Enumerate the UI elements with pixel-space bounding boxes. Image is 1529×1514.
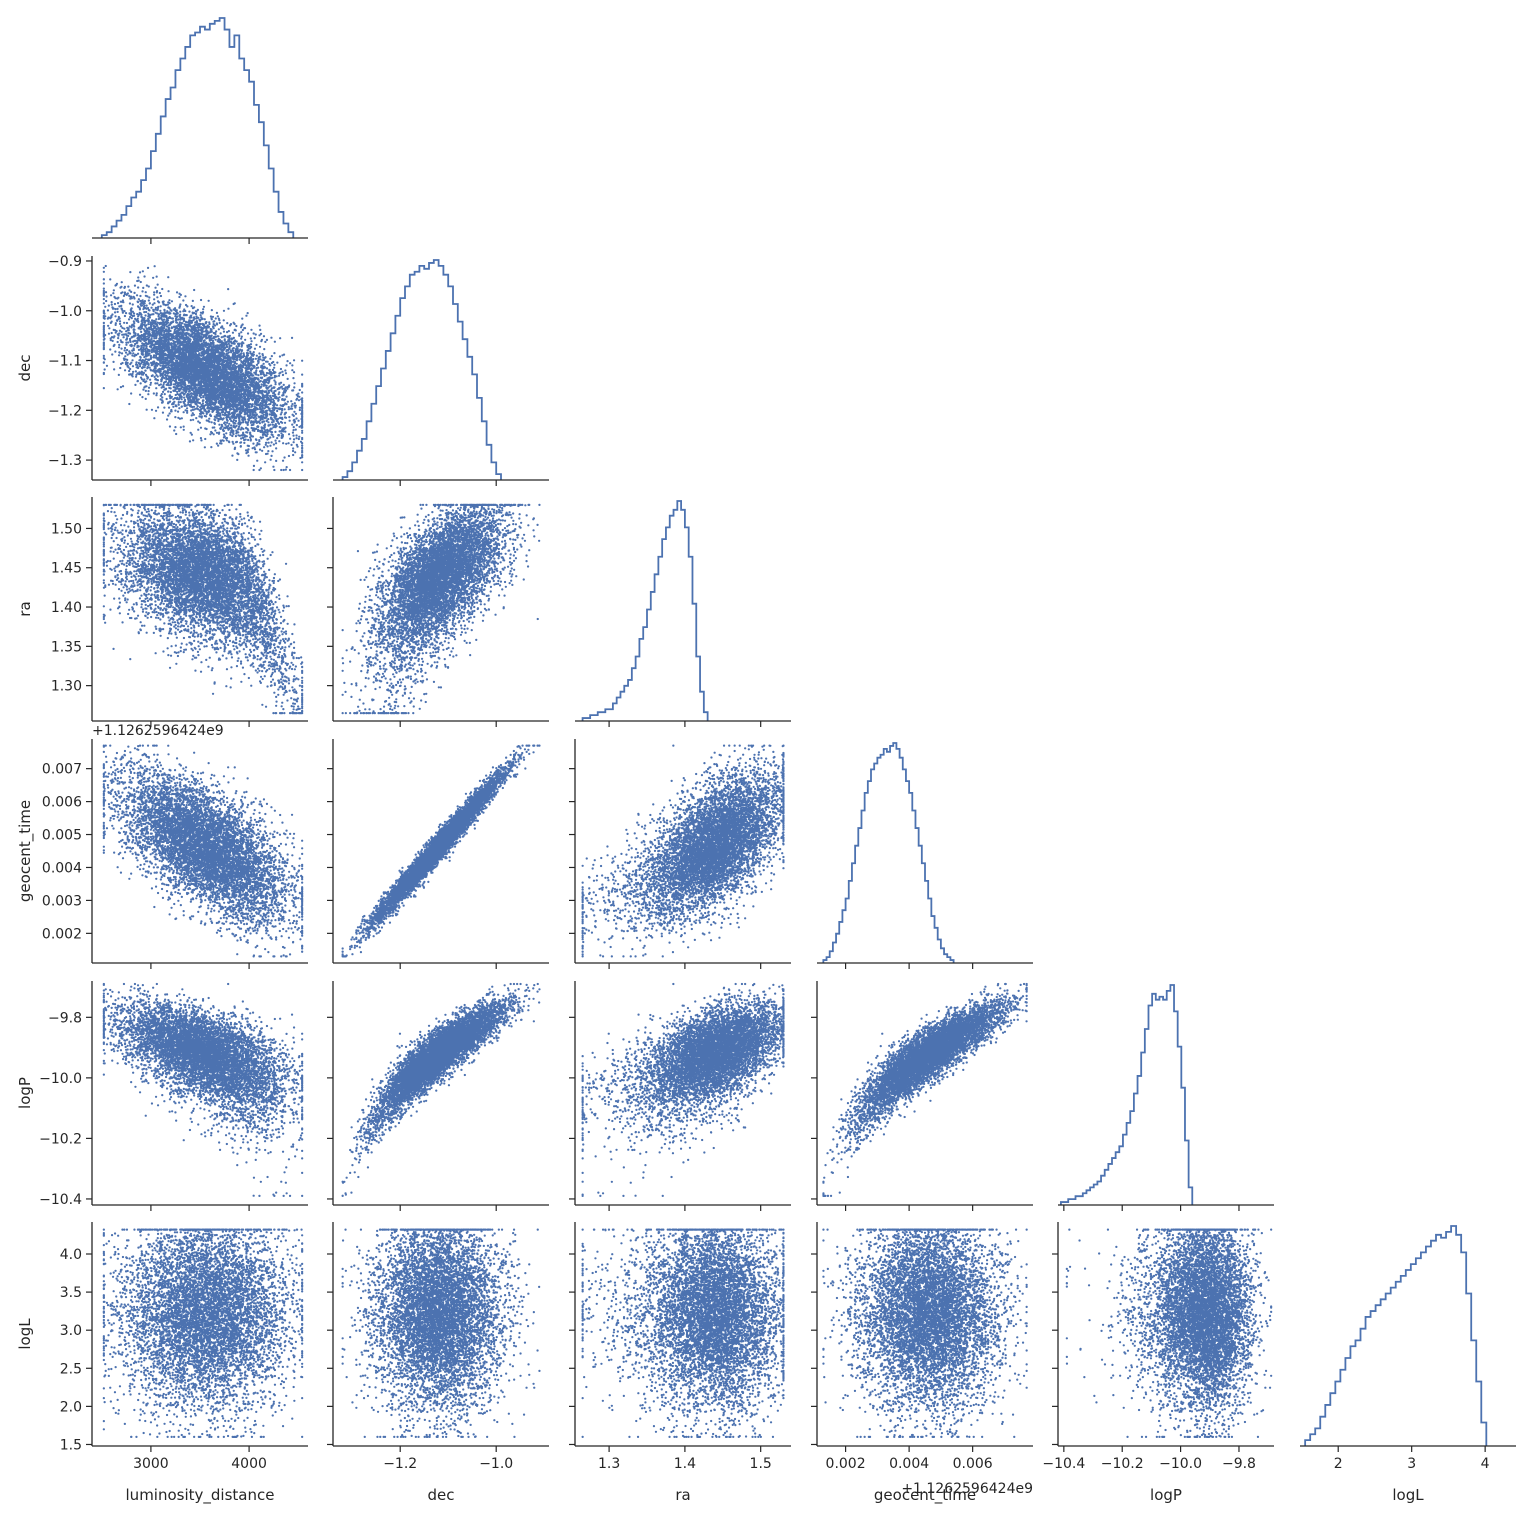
y-tick-label: 0.003 [42, 893, 82, 909]
scatter-points [341, 982, 541, 1197]
panel-logP-vs-dec [327, 981, 549, 1211]
scatter-points [822, 982, 1028, 1197]
panel-logP-vs-logP [1058, 984, 1274, 1211]
x-axis-label-logL: logL [1392, 1486, 1424, 1504]
scatter-points [102, 264, 304, 472]
x-tick-label: 3000 [133, 1456, 169, 1472]
x-tick-label: −10.2 [1101, 1456, 1144, 1472]
y-tick-label: −9.8 [48, 1010, 82, 1026]
panel-logL-vs-luminosity_distance: 3000 4000 1.5 2.0 2.5 3.0 3.5 4.0 [60, 1222, 308, 1472]
x-tick-label: 1.3 [598, 1456, 620, 1472]
y-tick-label: 1.30 [51, 679, 82, 695]
x-tick-label: 4 [1481, 1456, 1490, 1472]
panel-logL-vs-dec: −1.2 −1.0 [327, 1222, 549, 1472]
scatter-points [581, 744, 785, 958]
scatter-points [102, 982, 304, 1197]
panel-geocent_time-vs-geocent_time [817, 742, 1033, 969]
x-axis-label-geocent_time: geocent_time [874, 1486, 976, 1505]
x-tick-label: 3 [1407, 1456, 1416, 1472]
y-axis-label-logL: logL [16, 1318, 34, 1350]
panel-ra-vs-luminosity_distance: 1.30 1.35 1.40 1.45 1.50 [51, 497, 308, 727]
y-tick-label: 0.002 [42, 926, 82, 942]
x-axis-label-ra: ra [675, 1486, 690, 1504]
histogram-dec [341, 259, 502, 480]
panel-ra-vs-ra [575, 500, 791, 727]
panel-logP-vs-luminosity_distance: −10.4 −10.2 −10.0 −9.8 [39, 981, 308, 1211]
y-tick-label: 1.45 [51, 561, 82, 577]
histogram-logL [1304, 1225, 1488, 1446]
panel-logP-vs-ra [569, 981, 791, 1211]
x-tick-label: −1.0 [479, 1456, 513, 1472]
y-tick-label: −1.2 [48, 403, 82, 419]
y-tick-label: 3.5 [60, 1285, 82, 1301]
x-tick-label: −10.0 [1159, 1456, 1202, 1472]
y-tick-label: 1.35 [51, 639, 82, 655]
panel-dec-vs-dec [333, 259, 549, 486]
x-tick-label: 0.004 [889, 1456, 929, 1472]
x-tick-label: 4000 [231, 1456, 267, 1472]
x-tick-label: 2 [1334, 1456, 1343, 1472]
panel-logP-vs-geocent_time [811, 981, 1033, 1211]
panel-logL-vs-logP: −10.4 −10.2 −10.0 −9.8 [1042, 1222, 1274, 1472]
y-offset-text: +1.1262596424e9 [92, 723, 224, 739]
panel-geocent_time-vs-dec [327, 739, 549, 969]
panel-logL-vs-ra: 1.3 1.4 1.5 [569, 1222, 791, 1472]
scatter-points [102, 744, 304, 958]
panel-dec-vs-luminosity_distance: −1.3 −1.2 −1.1 −1.0 −0.9 [48, 254, 308, 486]
scatter-points [1065, 1228, 1273, 1438]
y-tick-label: 3.0 [60, 1323, 82, 1339]
y-tick-label: 1.40 [51, 600, 82, 616]
y-tick-label: −0.9 [48, 254, 82, 270]
y-tick-label: −10.4 [39, 1192, 82, 1208]
y-tick-label: 1.50 [51, 521, 82, 537]
panel-logL-vs-geocent_time: 0.002 0.004 0.006 [811, 1222, 1033, 1472]
scatter-points [581, 982, 785, 1197]
scatter-points [822, 1228, 1028, 1438]
x-tick-label: 0.006 [953, 1456, 993, 1472]
histogram-ra [581, 500, 709, 721]
x-tick-label: −1.2 [383, 1456, 417, 1472]
panel-luminosity_distance-vs-luminosity_distance [92, 17, 308, 244]
panel-geocent_time-vs-ra [569, 739, 791, 969]
y-tick-label: 0.004 [42, 860, 82, 876]
y-axis-label-geocent_time: geocent_time [16, 800, 35, 902]
y-tick-label: −10.2 [39, 1131, 82, 1147]
scatter-points [341, 1228, 541, 1438]
y-axis-label-ra: ra [16, 601, 34, 616]
x-axis-label-luminosity_distance: luminosity_distance [126, 1486, 275, 1505]
y-tick-label: 4.0 [60, 1247, 82, 1263]
panel-logL-vs-logL: 2 3 4 [1300, 1225, 1516, 1472]
y-tick-label: −1.3 [48, 453, 82, 469]
y-tick-label: 0.007 [42, 762, 82, 778]
y-tick-label: −10.0 [39, 1071, 82, 1087]
panel-ra-vs-dec [327, 497, 549, 727]
y-tick-label: 1.5 [60, 1437, 82, 1453]
y-tick-label: 2.0 [60, 1399, 82, 1415]
x-tick-label: 1.5 [750, 1456, 772, 1472]
y-tick-label: 2.5 [60, 1361, 82, 1377]
y-tick-label: −1.1 [48, 354, 82, 370]
y-tick-label: 0.006 [42, 795, 82, 811]
x-tick-label: 0.002 [826, 1456, 866, 1472]
x-tick-label: −10.4 [1042, 1456, 1085, 1472]
scatter-points [341, 744, 541, 958]
histogram-luminosity_distance [100, 17, 295, 238]
scatter-points [102, 503, 304, 715]
y-axis-label-dec: dec [16, 355, 34, 382]
x-axis-label-dec: dec [428, 1486, 455, 1504]
x-tick-label: 1.4 [674, 1456, 696, 1472]
panel-geocent_time-vs-luminosity_distance: 0.002 0.003 0.004 0.005 0.006 0.007 [42, 739, 308, 969]
y-axis-label-logP: logP [16, 1077, 34, 1109]
y-tick-label: −1.0 [48, 304, 82, 320]
x-axis-label-logP: logP [1150, 1486, 1182, 1504]
y-tick-label: 0.005 [42, 828, 82, 844]
scatter-points [341, 503, 541, 715]
x-tick-label: −9.8 [1222, 1456, 1256, 1472]
scatter-points [581, 1228, 785, 1438]
histogram-logP [1060, 984, 1194, 1205]
scatter-points [102, 1228, 304, 1438]
histogram-geocent_time [822, 742, 955, 963]
x-offset-text: +1.1262596424e9 [901, 1481, 1033, 1497]
